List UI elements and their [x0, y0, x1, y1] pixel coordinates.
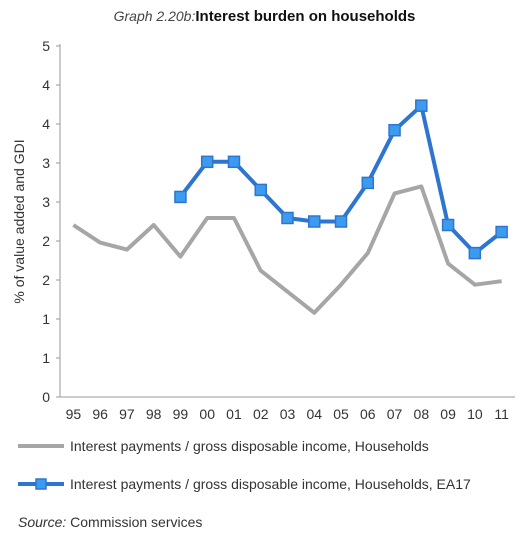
series-marker: [415, 99, 428, 112]
source-label: Source:: [18, 514, 67, 530]
y-tick-label: 3: [42, 155, 50, 171]
series-marker: [361, 176, 375, 190]
series-marker: [227, 155, 241, 169]
y-tick-label: 1: [42, 350, 50, 366]
y-tick-label: 0: [42, 389, 50, 405]
x-tick-label: 98: [146, 406, 162, 422]
legend-swatch-grey-line: [18, 444, 64, 448]
x-tick-label: 11: [494, 406, 509, 422]
series-marker: [308, 215, 321, 228]
y-tick-label: 5: [42, 38, 50, 54]
series-marker: [200, 155, 214, 169]
y-axis-label: % of value added and GDI: [11, 139, 27, 303]
x-tick-label: 05: [333, 406, 349, 422]
x-tick-label: 00: [199, 406, 215, 422]
series-marker: [254, 183, 267, 197]
x-tick-label: 03: [280, 406, 296, 422]
x-tick-label: 95: [66, 406, 82, 422]
x-tick-label: 08: [414, 406, 430, 422]
series-marker: [441, 218, 455, 232]
source-text: Commission services: [70, 514, 203, 530]
legend-label-households-ea17: Interest payments / gross disposable inc…: [70, 476, 471, 492]
legend-swatch-blue-line: [18, 478, 64, 490]
x-tick-label: 04: [306, 406, 322, 422]
y-tick-label: 1: [42, 311, 50, 327]
chart-title-prefix: Graph 2.20b:: [113, 8, 196, 24]
x-tick-label: 02: [253, 406, 269, 422]
x-tick-label: 10: [467, 406, 483, 422]
y-tick-label: 2: [42, 272, 50, 288]
x-tick-label: 01: [226, 406, 242, 422]
x-tick-label: 99: [173, 406, 189, 422]
x-tick-label: 09: [440, 406, 456, 422]
legend-label-households: Interest payments / gross disposable inc…: [70, 438, 429, 454]
series-marker: [334, 215, 348, 228]
y-tick-label: 3: [42, 194, 50, 210]
series-marker: [281, 211, 294, 225]
x-tick-label: 06: [360, 406, 376, 422]
y-tick-label: 2: [42, 233, 50, 249]
x-tick-label: 07: [387, 406, 403, 422]
chart-title-main: Interest burden on households: [195, 8, 416, 25]
series-marker: [174, 190, 187, 204]
chart-title: Graph 2.20b:Interest burden on household…: [0, 8, 529, 25]
series-marker: [468, 246, 482, 260]
source-note: Source: Commission services: [18, 514, 202, 530]
x-tick-label: 97: [119, 406, 135, 422]
series-line-1: [72, 184, 502, 315]
y-tick-label: 4: [42, 77, 50, 93]
x-tick-label: 96: [92, 406, 108, 422]
series-marker: [388, 123, 401, 137]
y-tick-label: 4: [42, 116, 50, 132]
series-marker: [495, 225, 508, 239]
